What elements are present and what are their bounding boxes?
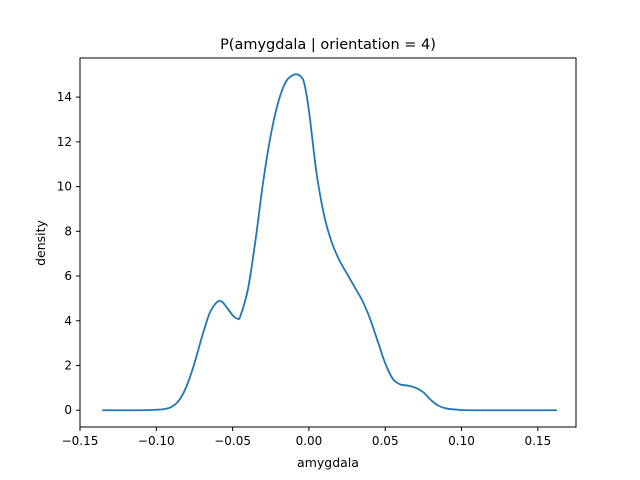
y-tick-label: 8 — [64, 224, 72, 238]
x-tick-label: −0.10 — [138, 434, 175, 448]
x-axis-ticks: −0.15 −0.10 −0.05 0.00 0.05 0.10 0.15 — [62, 427, 551, 448]
y-axis-label: density — [33, 219, 48, 265]
plot-area — [79, 57, 577, 428]
y-tick-label: 14 — [57, 90, 72, 104]
x-tick-label: 0.05 — [372, 434, 399, 448]
y-tick-label: 10 — [57, 180, 72, 194]
x-tick-label: −0.05 — [214, 434, 251, 448]
x-tick-label: 0.10 — [448, 434, 475, 448]
y-tick-label: 4 — [64, 314, 72, 328]
x-tick-label: 0.00 — [296, 434, 323, 448]
x-tick-label: 0.15 — [524, 434, 551, 448]
plot-frame — [79, 57, 577, 428]
x-axis-label: amygdala — [297, 455, 359, 470]
y-tick-label: 0 — [64, 403, 72, 417]
y-tick-label: 2 — [64, 359, 72, 373]
y-tick-label: 6 — [64, 269, 72, 283]
y-axis-ticks: 0 2 4 6 8 10 12 14 — [57, 90, 80, 417]
x-tick-label: −0.15 — [62, 434, 99, 448]
y-tick-label: 12 — [57, 135, 72, 149]
density-curve — [101, 73, 558, 412]
chart-title: P(amygdala | orientation = 4) — [220, 37, 436, 53]
